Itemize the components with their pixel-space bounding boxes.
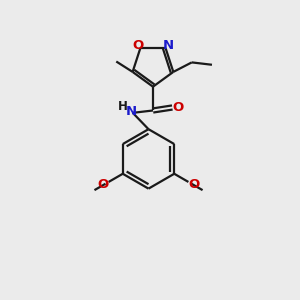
Text: N: N bbox=[126, 105, 137, 118]
Text: O: O bbox=[172, 101, 184, 114]
Text: O: O bbox=[98, 178, 109, 191]
Text: O: O bbox=[132, 39, 144, 52]
Text: O: O bbox=[188, 178, 199, 191]
Text: N: N bbox=[162, 39, 173, 52]
Text: H: H bbox=[118, 100, 128, 113]
